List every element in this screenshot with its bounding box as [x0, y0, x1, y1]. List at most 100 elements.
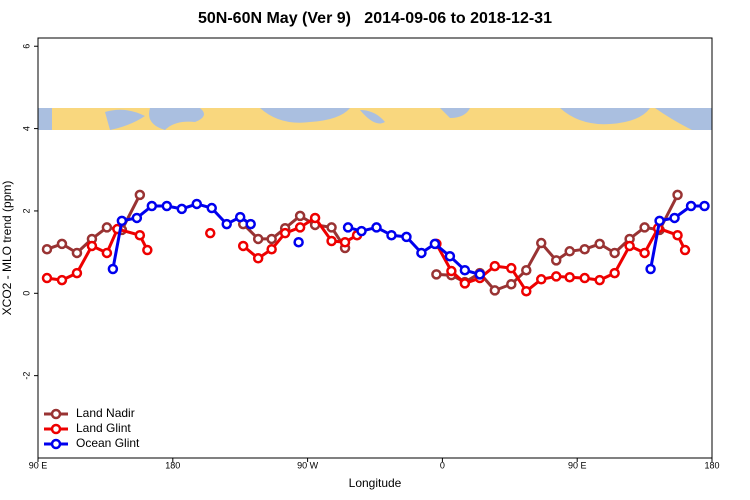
data-point: [459, 264, 471, 276]
data-point: [371, 222, 382, 233]
x-tick-label: 180: [165, 460, 180, 470]
legend-label: Ocean Glint: [76, 436, 140, 450]
data-point: [206, 202, 217, 214]
data-point: [176, 203, 188, 215]
data-point: [521, 285, 532, 297]
x-axis-label: Longitude: [349, 476, 402, 490]
data-point: [699, 200, 710, 212]
data-point: [429, 238, 441, 250]
data-point: [654, 215, 665, 227]
y-tick-label: 6: [21, 44, 31, 49]
data-point: [564, 271, 575, 283]
data-point: [356, 225, 367, 237]
data-point: [669, 212, 680, 224]
data-point: [56, 238, 68, 250]
data-point: [294, 210, 306, 222]
x-tick-label: 90 W: [297, 460, 319, 470]
data-point: [444, 250, 456, 262]
data-point: [191, 198, 203, 210]
data-point: [266, 243, 277, 255]
data-point: [536, 237, 547, 249]
data-point: [521, 264, 532, 276]
map-ocean: [38, 108, 712, 130]
data-point: [550, 255, 562, 266]
data-point: [221, 218, 232, 230]
data-point: [237, 240, 249, 252]
data-point: [86, 240, 98, 252]
data-point: [252, 233, 264, 245]
legend-marker: [50, 408, 62, 420]
x-tick-label: 90 E: [29, 460, 48, 470]
data-point: [401, 231, 412, 243]
data-point: [679, 244, 691, 256]
data-point: [594, 238, 605, 250]
data-point: [101, 247, 113, 259]
data-point: [579, 272, 590, 284]
data-point: [639, 247, 650, 259]
data-point: [489, 285, 501, 296]
data-point: [685, 200, 697, 212]
data-point: [279, 227, 291, 239]
data-point: [416, 247, 427, 259]
data-point: [474, 269, 486, 280]
data-point: [609, 267, 620, 279]
legend-marker: [50, 423, 62, 435]
data-point: [645, 263, 656, 275]
data-point: [134, 189, 146, 201]
data-point: [204, 227, 216, 239]
x-tick-label: 0: [440, 460, 445, 470]
data-point: [672, 189, 683, 201]
legend-label: Land Nadir: [76, 406, 135, 420]
data-point: [624, 240, 635, 252]
data-point: [639, 222, 650, 233]
data-point: [293, 236, 304, 248]
data-point: [489, 260, 501, 272]
data-point: [506, 278, 517, 290]
data-point: [41, 272, 53, 284]
data-point: [56, 274, 68, 286]
data-point: [326, 235, 337, 247]
data-point: [41, 243, 53, 255]
data-point: [459, 278, 471, 289]
data-point: [245, 218, 256, 230]
data-point: [146, 200, 158, 212]
y-tick-label: 4: [21, 126, 31, 131]
data-point: [609, 247, 620, 259]
data-point: [672, 229, 683, 241]
data-point: [107, 263, 119, 275]
data-point: [506, 262, 517, 274]
data-point: [446, 265, 457, 277]
data-point: [294, 222, 306, 233]
legend-marker: [50, 438, 62, 450]
data-point: [71, 247, 83, 259]
data-point: [564, 246, 575, 257]
data-point: [431, 269, 442, 280]
legend-label: Land Glint: [76, 421, 131, 435]
chart-title: 50N-60N May (Ver 9) 2014-09-06 to 2018-1…: [198, 10, 552, 27]
data-point: [116, 215, 128, 227]
data-point: [594, 274, 605, 286]
y-tick-label: -2: [21, 372, 31, 380]
data-point: [234, 211, 246, 223]
data-point: [131, 212, 143, 224]
data-point: [386, 229, 397, 241]
x-tick-label: 90 E: [568, 460, 587, 470]
data-point: [326, 222, 337, 233]
data-point: [339, 236, 351, 248]
data-point: [550, 271, 562, 282]
data-point: [71, 267, 83, 279]
x-tick-label: 180: [704, 460, 719, 470]
data-point: [142, 244, 153, 256]
data-point: [536, 274, 547, 285]
data-point: [342, 222, 354, 233]
y-tick-label: 0: [21, 291, 31, 296]
data-point: [134, 229, 146, 241]
y-axis-label: XCO2 - MLO trend (ppm): [0, 181, 14, 316]
data-point: [252, 253, 264, 264]
data-point: [579, 243, 590, 255]
map-band: [38, 108, 712, 130]
data-point: [101, 222, 113, 233]
